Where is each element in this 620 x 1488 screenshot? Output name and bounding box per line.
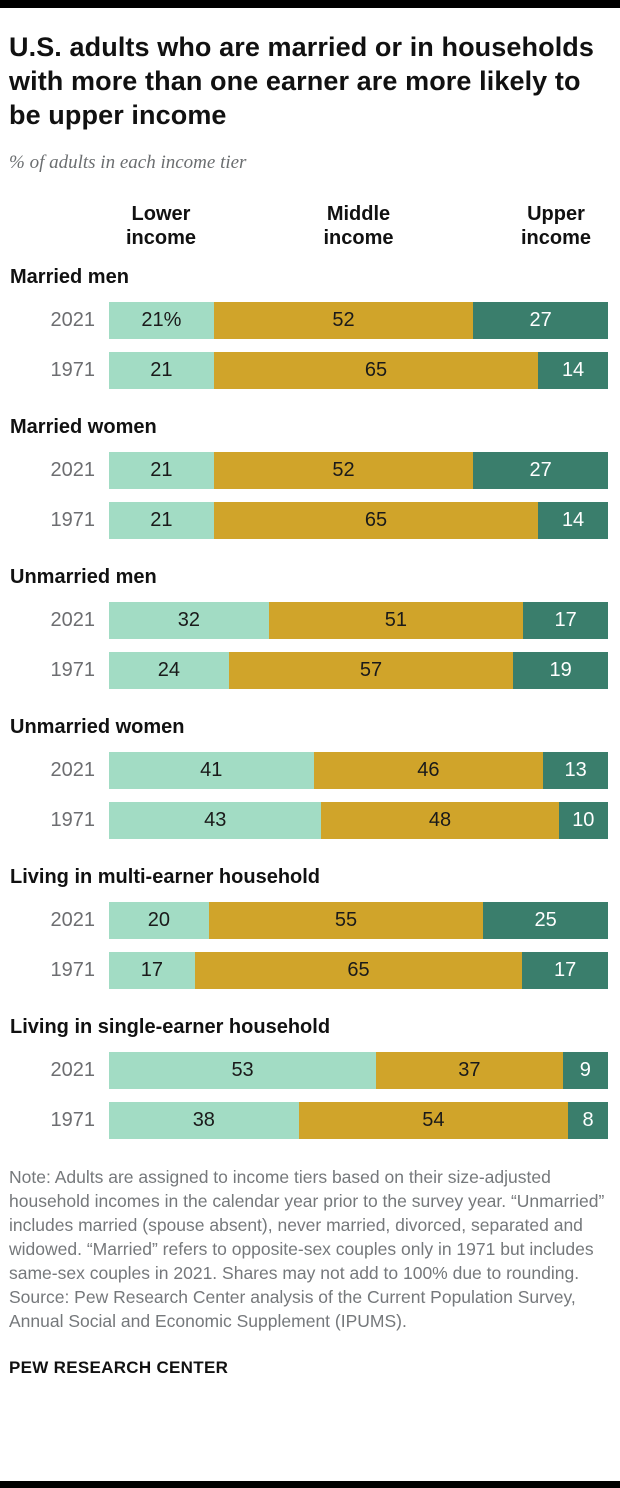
bar-segment-upper: 25	[483, 902, 608, 940]
bar-row: 2021 53 37 9	[9, 1052, 608, 1090]
bar-segment-upper: 14	[538, 352, 608, 390]
bottom-border-bar	[0, 1481, 620, 1488]
bar-row: 1971 24 57 19	[9, 652, 609, 690]
bar-segment-lower: 20	[109, 902, 209, 940]
stacked-bar-chart: Married men 2021 21% 52 27 1971 21 65 14 Married …	[9, 266, 609, 1140]
stacked-bar: 21 65 14	[109, 352, 608, 390]
year-label: 2021	[50, 909, 96, 932]
bar-segment-middle: 48	[321, 802, 559, 840]
bar-segment-lower: 43	[109, 802, 322, 840]
bar-row: 2021 32 51 17	[9, 602, 608, 640]
bar-segment-lower: 41	[109, 752, 314, 790]
bar-segment-middle: 52	[213, 302, 474, 340]
bar-row: 1971 43 48 10	[9, 802, 609, 840]
bar-segment-lower: 24	[109, 652, 229, 690]
bar-segment-lower: 32	[109, 602, 269, 640]
footnotes: Note: Adults are assigned to income tier…	[9, 1166, 608, 1334]
stacked-bar: 38 54 8	[109, 1102, 608, 1140]
bar-segment-middle: 46	[313, 752, 544, 790]
stacked-bar: 32 51 17	[109, 602, 608, 640]
chart-subtitle: % of adults in each income tier	[9, 152, 247, 174]
bar-row: 2021 41 46 13	[9, 752, 609, 790]
group-label: Living in multi-earner household	[10, 866, 321, 889]
bar-segment-middle: 51	[268, 602, 524, 640]
bar-segment-upper: 10	[558, 802, 609, 840]
stacked-bar: 20 55 25	[109, 902, 608, 940]
group-label: Unmarried women	[10, 716, 185, 739]
note-text: Note: Adults are assigned to income tier…	[9, 1167, 605, 1283]
bar-segment-upper: 9	[562, 1052, 608, 1090]
top-border-bar	[0, 0, 620, 8]
column-header-lower-income: Lower income	[125, 203, 197, 250]
bar-segment-middle: 54	[298, 1102, 569, 1140]
bar-segment-upper: 19	[513, 652, 609, 690]
stacked-bar: 24 57 19	[109, 652, 609, 690]
group-label: Living in single-earner household	[10, 1016, 331, 1039]
chart-group: Living in multi-earner household 2021 20 55…	[9, 866, 608, 990]
year-label: 2021	[50, 1059, 96, 1082]
stacked-bar: 21 52 27	[109, 452, 609, 490]
year-label: 1971	[50, 659, 96, 682]
bar-segment-upper: 13	[543, 752, 609, 790]
bar-segment-upper: 14	[538, 502, 608, 540]
stacked-bar: 53 37 9	[109, 1052, 608, 1090]
group-label: Unmarried men	[10, 566, 157, 589]
year-label: 1971	[50, 809, 96, 832]
bar-segment-upper: 8	[568, 1102, 608, 1140]
chart-group: Unmarried women 2021 41 46 13 1971 43 48 10	[9, 716, 609, 840]
bar-segment-upper: 27	[473, 302, 609, 340]
bar-row: 1971 17 65 17	[9, 952, 608, 990]
stacked-bar: 43 48 10	[109, 802, 609, 840]
year-label: 2021	[50, 459, 96, 482]
bar-row: 1971 38 54 8	[9, 1102, 608, 1140]
year-label: 1971	[50, 959, 96, 982]
pew-research-center-brand: PEW RESEARCH CENTER	[9, 1357, 229, 1377]
stacked-bar: 21% 52 27	[109, 302, 609, 340]
group-label: Married men	[10, 266, 129, 289]
bar-segment-middle: 65	[213, 352, 539, 390]
bar-segment-lower: 17	[109, 952, 195, 990]
stacked-bar: 21 65 14	[109, 502, 608, 540]
bar-row: 2021 21 52 27	[9, 452, 609, 490]
bar-row: 2021 20 55 25	[9, 902, 608, 940]
bar-segment-lower: 21%	[109, 302, 214, 340]
chart-group: Unmarried men 2021 32 51 17 1971 24 57 19	[9, 566, 609, 690]
bar-segment-middle: 52	[213, 452, 474, 490]
stacked-bar: 41 46 13	[109, 752, 609, 790]
bar-segment-lower: 21	[109, 502, 214, 540]
bar-row: 1971 21 65 14	[9, 502, 608, 540]
chart-card: U.S. adults who are married or in househ…	[9, 32, 609, 1377]
bar-segment-middle: 65	[213, 502, 539, 540]
stacked-bar: 17 65 17	[109, 952, 608, 990]
year-label: 1971	[50, 1109, 96, 1132]
bar-segment-middle: 65	[194, 952, 523, 990]
page-title: U.S. adults who are married or in househ…	[9, 32, 595, 131]
chart-group: Married women 2021 21 52 27 1971 21 65 14	[9, 416, 609, 540]
bar-segment-upper: 17	[522, 952, 608, 990]
bar-segment-lower: 38	[109, 1102, 299, 1140]
year-label: 1971	[50, 509, 96, 532]
chart-group: Married men 2021 21% 52 27 1971 21 65 14	[9, 266, 609, 390]
bar-segment-lower: 21	[109, 452, 214, 490]
group-label: Married women	[10, 416, 157, 439]
bar-segment-lower: 53	[109, 1052, 377, 1090]
year-label: 2021	[50, 609, 96, 632]
bar-segment-middle: 37	[376, 1052, 563, 1090]
column-headers: Lower income Middle income Upper income	[109, 202, 608, 250]
year-label: 2021	[50, 759, 96, 782]
chart-group: Living in single-earner household 2021 53 3…	[9, 1016, 608, 1140]
column-header-upper-income: Upper income	[520, 203, 592, 250]
year-label: 1971	[50, 359, 96, 382]
bar-row: 2021 21% 52 27	[9, 302, 609, 340]
bar-segment-lower: 21	[109, 352, 214, 390]
source-text: Source: Pew Research Center analysis of …	[9, 1286, 576, 1331]
year-label: 2021	[50, 309, 96, 332]
column-header-middle-income: Middle income	[323, 203, 394, 250]
bar-segment-middle: 55	[208, 902, 484, 940]
bar-row: 1971 21 65 14	[9, 352, 608, 390]
bar-segment-upper: 27	[473, 452, 609, 490]
bar-segment-middle: 57	[228, 652, 514, 690]
bar-segment-upper: 17	[523, 602, 608, 640]
